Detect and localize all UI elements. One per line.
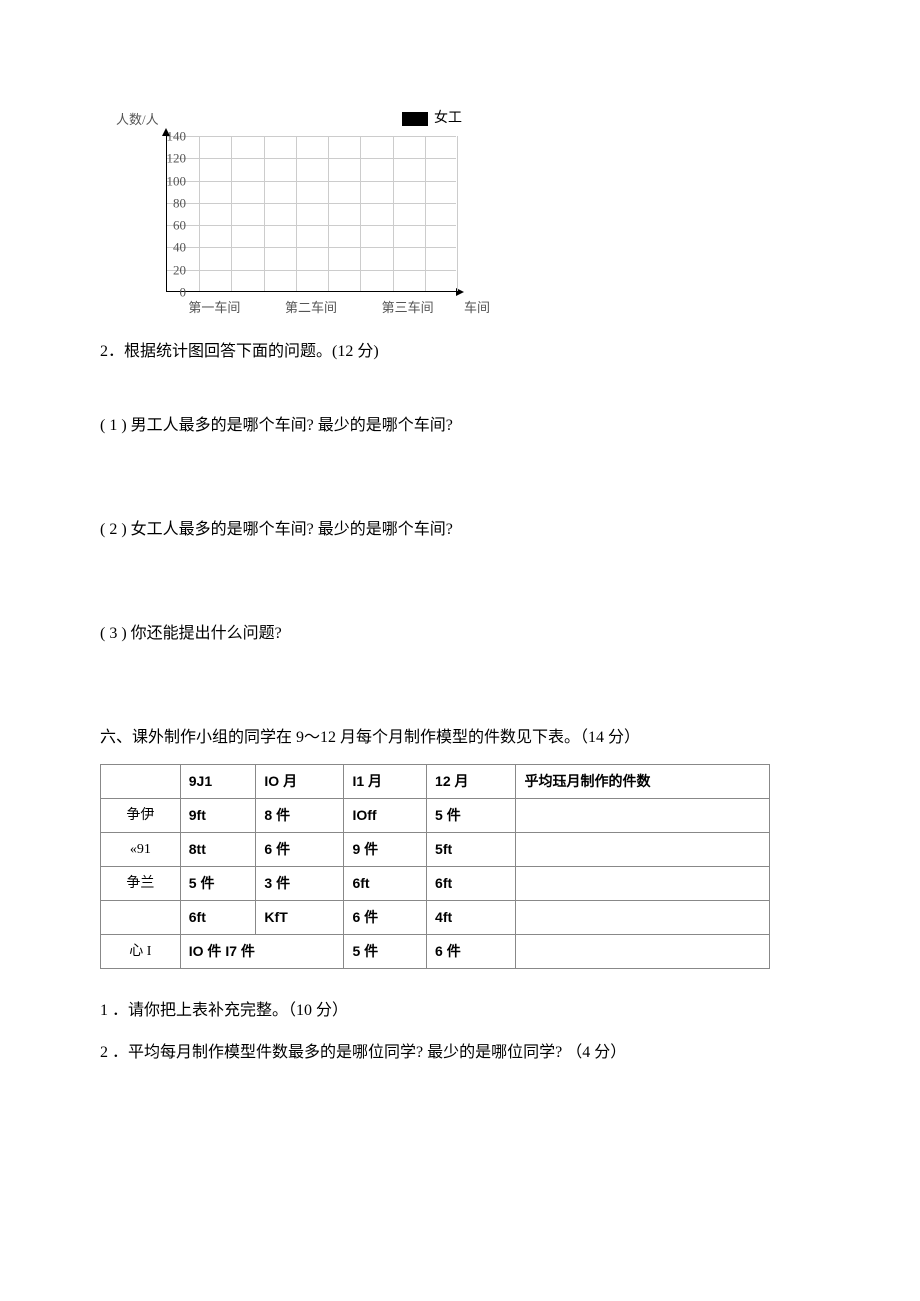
col-header — [101, 765, 181, 799]
chart-gridline-h — [167, 247, 456, 248]
table-cell: 3 件 — [256, 867, 344, 901]
table-cell: 6ft — [427, 867, 516, 901]
table-cell: 6 件 — [427, 935, 516, 969]
chart-gridline-h — [167, 181, 456, 182]
table-cell: 8 件 — [256, 799, 344, 833]
table-cell: IOff — [344, 799, 427, 833]
table-row: 争兰5 件3 件6ft6ft — [101, 867, 770, 901]
chart-ytick-label: 100 — [146, 171, 186, 191]
chart-gridline-v — [199, 136, 200, 291]
section-6-title: 六、课外制作小组的同学在 9～12 月每个月制作模型的件数见下表。（14 分） — [100, 726, 820, 750]
table-cell — [516, 833, 770, 867]
chart-gridline-h — [167, 225, 456, 226]
table-cell: 心 I — [101, 935, 181, 969]
table-cell — [516, 935, 770, 969]
chart-gridline-v — [328, 136, 329, 291]
chart-xaxis-label: 车间 — [464, 298, 490, 318]
table-cell — [516, 799, 770, 833]
chart-ytick-label: 40 — [146, 238, 186, 258]
table-cell: 6 件 — [256, 833, 344, 867]
table-cell: 5 件 — [427, 799, 516, 833]
chart-gridline-v — [264, 136, 265, 291]
chart-category-label: 第三车间 — [363, 298, 452, 318]
table-cell: 6ft — [344, 867, 427, 901]
table-row: 心 IIO 件 I7 件5 件6 件 — [101, 935, 770, 969]
table-cell — [101, 901, 181, 935]
workshop-chart: 人数/人 女工 020406080100120140 第一车间第二车间第三车间 … — [110, 100, 480, 320]
chart-category-label: 第一车间 — [170, 298, 259, 318]
chart-gridline-v — [425, 136, 426, 291]
chart-gridline-h — [167, 270, 456, 271]
chart-category-label: 第二车间 — [267, 298, 356, 318]
chart-legend: 女工 — [402, 108, 462, 129]
col-header: 9J1 — [180, 765, 256, 799]
chart-gridline-h — [167, 203, 456, 204]
table-cell: 9 件 — [344, 833, 427, 867]
question-2-sub-2: ( 2 ) 女工人最多的是哪个车间? 最少的是哪个车间? — [100, 518, 820, 542]
chart-ytick-label: 140 — [146, 126, 186, 146]
chart-plot-area — [166, 136, 456, 292]
table-row: «918tt6 件9 件5ft — [101, 833, 770, 867]
question-2-sub-3: ( 3 ) 你还能提出什么问题? — [100, 622, 820, 646]
table-cell: 9ft — [180, 799, 256, 833]
chart-gridline-h — [167, 158, 456, 159]
chart-ytick-label: 80 — [146, 193, 186, 213]
model-production-table: 9J1 IO 月 I1 月 12 月 乎均珏月制作的件数 争伊9ft8 件IOf… — [100, 764, 770, 969]
table-cell: 6 件 — [344, 901, 427, 935]
legend-swatch — [402, 112, 428, 126]
table-cell: 6ft — [180, 901, 256, 935]
chart-ytick-label: 60 — [146, 215, 186, 235]
section-6-q2: 2 ．平均每月制作模型件数最多的是哪位同学? 最少的是哪位同学? （4 分） — [100, 1041, 820, 1065]
chart-gridline-h — [167, 136, 456, 137]
col-header: I1 月 — [344, 765, 427, 799]
question-2-title: 2．根据统计图回答下面的问题。(12 分) — [100, 340, 820, 364]
table-cell — [516, 901, 770, 935]
table-row: 争伊9ft8 件IOff5 件 — [101, 799, 770, 833]
table-cell: 4ft — [427, 901, 516, 935]
table-header-row: 9J1 IO 月 I1 月 12 月 乎均珏月制作的件数 — [101, 765, 770, 799]
col-header: IO 月 — [256, 765, 344, 799]
chart-gridline-v — [231, 136, 232, 291]
chart-ytick-label: 20 — [146, 260, 186, 280]
table-cell: KfT — [256, 901, 344, 935]
table-cell: 5 件 — [344, 935, 427, 969]
chart-gridline-v — [457, 136, 458, 291]
table-cell: 5ft — [427, 833, 516, 867]
table-cell: IO 件 I7 件 — [180, 935, 344, 969]
table-cell: 8tt — [180, 833, 256, 867]
section-6-q1: 1 ．请你把上表补充完整。（10 分） — [100, 999, 820, 1023]
table-cell: 5 件 — [180, 867, 256, 901]
table-cell — [516, 867, 770, 901]
col-header: 乎均珏月制作的件数 — [516, 765, 770, 799]
table-cell: «91 — [101, 833, 181, 867]
chart-gridline-v — [360, 136, 361, 291]
question-2-sub-1: ( 1 ) 男工人最多的是哪个车间? 最少的是哪个车间? — [100, 414, 820, 438]
legend-label: 女工 — [434, 108, 462, 129]
col-header: 12 月 — [427, 765, 516, 799]
chart-ytick-label: 120 — [146, 149, 186, 169]
chart-gridline-v — [393, 136, 394, 291]
table-cell: 争伊 — [101, 799, 181, 833]
table-cell: 争兰 — [101, 867, 181, 901]
chart-gridline-v — [296, 136, 297, 291]
table-row: 6ftKfT6 件4ft — [101, 901, 770, 935]
